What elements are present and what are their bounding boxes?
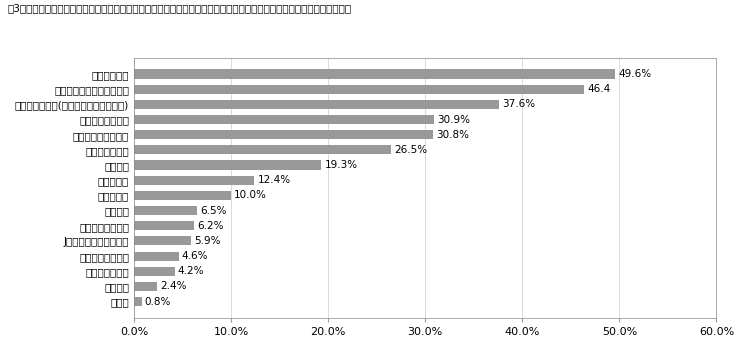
Text: 2.4%: 2.4% [160,281,187,291]
Bar [134,297,142,306]
Text: 46.4: 46.4 [587,84,610,94]
Bar [134,100,499,109]
Text: 6.5%: 6.5% [200,206,227,215]
Text: 26.5%: 26.5% [394,145,428,155]
Text: 4.2%: 4.2% [178,266,204,276]
Bar [134,282,157,291]
Bar [134,115,434,124]
Bar [134,206,197,215]
Text: 49.6%: 49.6% [619,69,652,79]
Bar [134,69,616,78]
Text: 5.9%: 5.9% [194,236,221,246]
Bar [134,267,175,276]
Text: 30.9%: 30.9% [437,114,470,125]
Text: 10.0%: 10.0% [234,190,267,200]
Bar [134,191,231,200]
Text: 6.2%: 6.2% [197,221,224,231]
Bar [134,176,255,185]
Bar [134,161,321,170]
Bar [134,84,584,94]
Bar [134,236,191,245]
Bar [134,252,179,260]
Text: 12.4%: 12.4% [258,175,291,185]
Text: 図3　日本が文化的に発展していくために、希望する文化振興策（リストから２つまで選択可、回答者に占める選択率％）: 図3 日本が文化的に発展していくために、希望する文化振興策（リストから２つまで選… [7,4,351,13]
Text: 0.8%: 0.8% [145,297,172,307]
Text: 37.6%: 37.6% [502,99,535,109]
Bar [134,130,433,139]
Text: 4.6%: 4.6% [182,251,208,261]
Bar [134,145,391,155]
Text: 19.3%: 19.3% [324,160,357,170]
Text: 30.8%: 30.8% [436,130,469,140]
Bar [134,221,194,230]
